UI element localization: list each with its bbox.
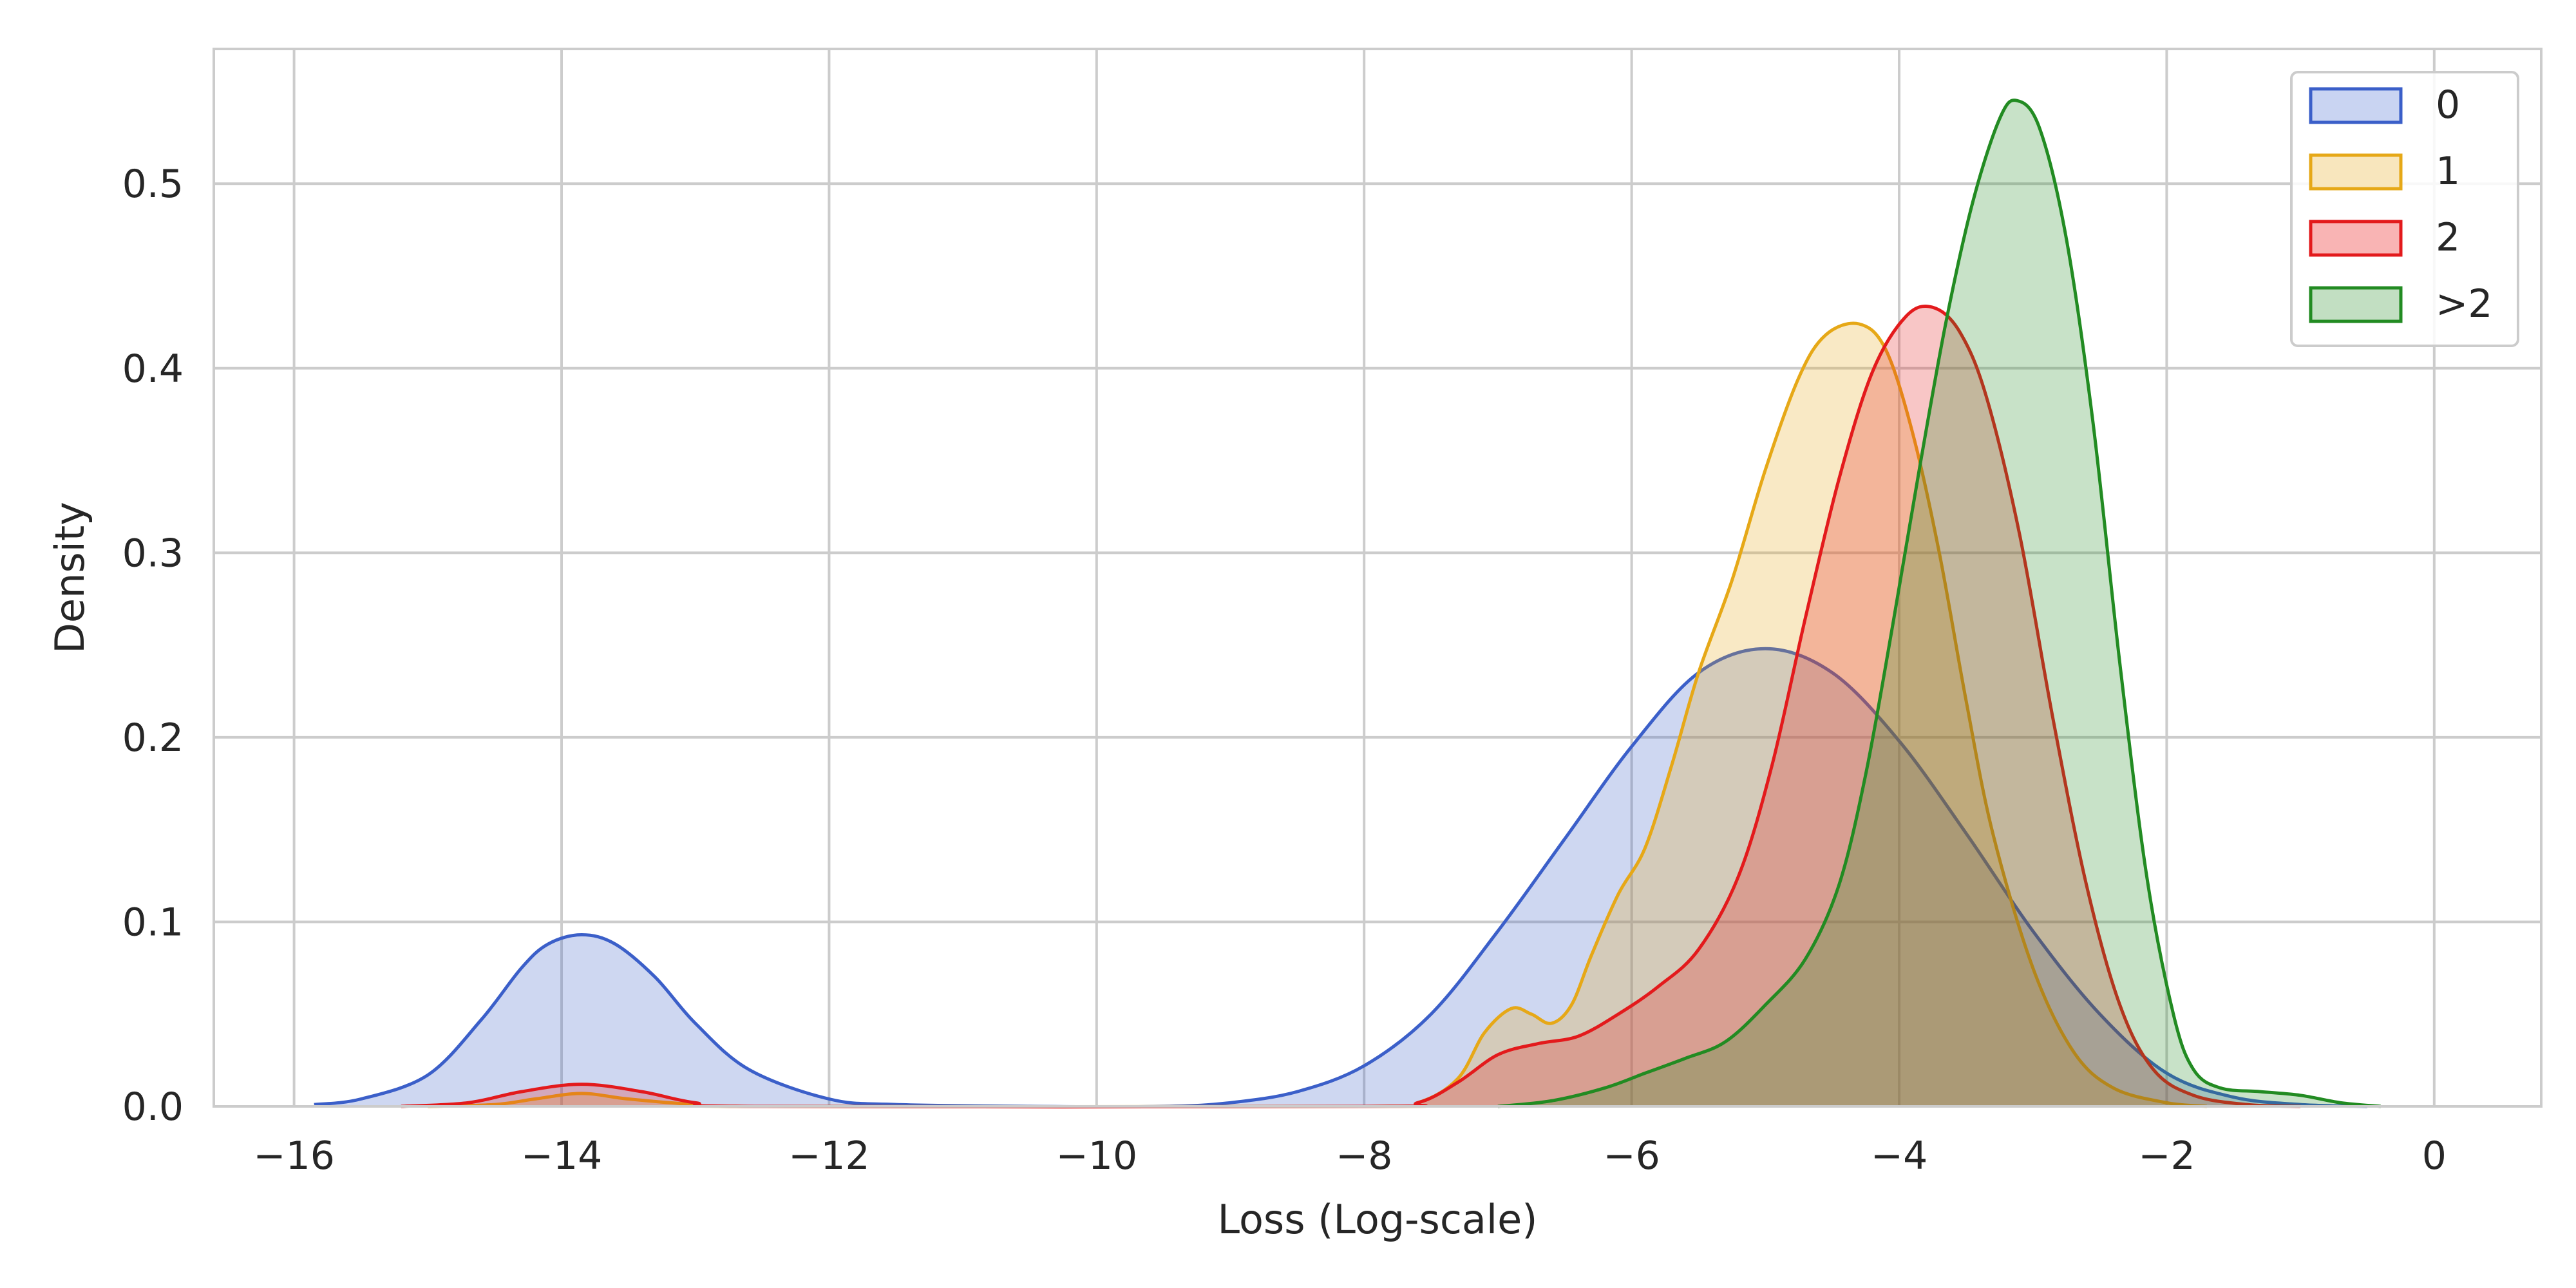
- x-tick-label: −16: [253, 1133, 335, 1179]
- y-tick-label: 0.2: [122, 715, 184, 761]
- series-area-3: [1497, 100, 2381, 1107]
- series-area-1: [428, 323, 2207, 1107]
- x-axis-label: Loss (Log-scale): [1218, 1196, 1538, 1243]
- legend-swatch: [2309, 220, 2403, 257]
- series-area-0: [314, 649, 2367, 1107]
- plot-frame: [213, 48, 2543, 1108]
- x-tick-label: −4: [1871, 1133, 1927, 1179]
- y-axis-label: Density: [46, 502, 93, 654]
- legend-label: >2: [2436, 281, 2492, 327]
- legend: 0 1 2 >2: [2290, 71, 2519, 347]
- legend-label: 0: [2436, 82, 2460, 128]
- series-line-3: [1497, 99, 2382, 1108]
- legend-label: 2: [2436, 215, 2460, 260]
- density-areas: [314, 99, 2382, 1109]
- y-tick-label: 0.0: [122, 1084, 184, 1130]
- x-tick-label: −14: [521, 1133, 603, 1179]
- y-tick-label: 0.3: [122, 531, 184, 576]
- legend-swatch: [2309, 153, 2403, 191]
- y-tick-label: 0.4: [122, 346, 184, 392]
- y-axis-ticks: 0.0 0.1 0.2 0.3 0.4 0.5: [122, 162, 184, 1130]
- x-tick-label: 0: [2422, 1133, 2447, 1179]
- legend-frame: [2290, 71, 2519, 347]
- x-tick-label: −2: [2138, 1133, 2195, 1179]
- legend-swatch: [2309, 87, 2403, 124]
- legend-label: 1: [2436, 149, 2460, 194]
- legend-swatch: [2309, 286, 2403, 323]
- series-area-2: [401, 306, 2301, 1107]
- x-tick-label: −10: [1056, 1133, 1138, 1179]
- x-axis-ticks: −16 −14 −12 −10 −8 −6 −4 −2 0: [253, 1133, 2447, 1179]
- y-tick-label: 0.5: [122, 162, 184, 207]
- x-tick-label: −12: [788, 1133, 870, 1179]
- x-tick-label: −8: [1336, 1133, 1392, 1179]
- y-tick-label: 0.1: [122, 900, 184, 945]
- series-line-0: [314, 647, 2368, 1109]
- x-tick-label: −6: [1603, 1133, 1660, 1179]
